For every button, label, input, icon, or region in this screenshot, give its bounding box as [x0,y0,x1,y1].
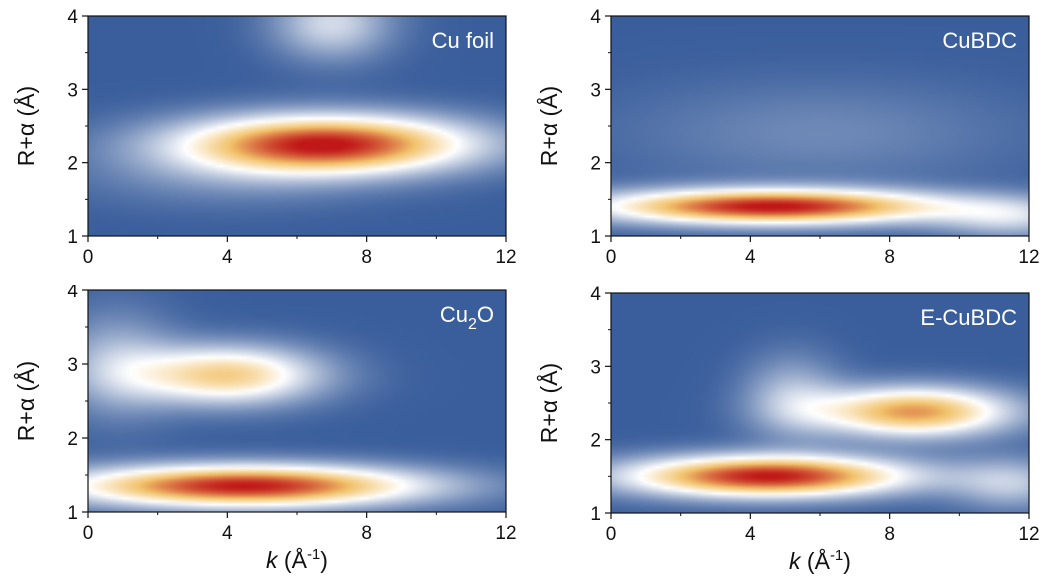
y-tick-label: 1 [590,504,601,525]
y-tick-label: 2 [67,429,78,450]
x-tick-label: 8 [884,524,895,545]
wavelet-intensity-map [88,16,506,236]
y-tick-label: 1 [67,227,78,248]
y-tick-label: 4 [590,285,601,305]
y-axis-title: R+α (Å) [12,361,39,441]
y-tick-label: 4 [67,285,78,302]
y-tick-label: 3 [67,355,78,376]
x-tick-label: 4 [745,524,756,545]
x-axis-title: k (Å-1) [789,547,851,574]
y-tick-label: 4 [590,7,601,28]
wavelet-intensity-map [611,16,1029,236]
panel-label: Cu2O [440,302,494,333]
panel-label: E-CuBDC [920,305,1017,330]
wt-panel-cu2o: 1 2 3 4 0 4 8 12 R+α (Å) k (Å-1) Cu2O [0,285,526,576]
wt-panel-e-cubdc: 1 2 3 4 0 4 8 12 R+α (Å) k (Å-1) E-CuBDC [526,285,1053,576]
y-tick-label: 1 [67,503,78,524]
y-tick-label: 4 [67,7,78,28]
x-tick-label: 12 [1018,247,1039,268]
y-tick-label: 3 [590,357,601,378]
wt-panel-cubdc: 1 2 3 4 0 4 8 12 R+α (Å) CuBDC [526,0,1053,285]
wavelet-intensity-map [611,293,1029,513]
wt-panel-cu-foil: 1 2 3 4 0 4 8 12 R+α (Å) Cu foil [0,0,526,285]
x-tick-label: 12 [495,247,516,268]
x-tick-label: 0 [83,523,94,544]
y-axis-title: R+α (Å) [12,86,39,166]
x-tick-label: 0 [83,247,94,268]
x-tick-label: 0 [606,524,617,545]
y-tick-label: 3 [67,80,78,101]
y-tick-label: 1 [590,227,601,248]
y-tick-label: 2 [590,154,601,175]
panel-label: Cu foil [432,28,494,53]
y-axis-title: R+α (Å) [535,86,562,166]
x-tick-label: 8 [884,247,895,268]
x-tick-label: 4 [222,523,233,544]
x-tick-label: 4 [222,247,233,268]
x-tick-label: 4 [745,247,756,268]
x-tick-label: 8 [361,247,372,268]
x-tick-label: 0 [606,247,617,268]
x-tick-label: 8 [361,523,372,544]
y-tick-label: 2 [67,154,78,175]
x-axis-title: k (Å-1) [266,546,328,573]
y-tick-label: 3 [590,80,601,101]
y-axis-title: R+α (Å) [535,363,562,443]
x-tick-label: 12 [1018,524,1039,545]
x-tick-label: 12 [495,523,516,544]
y-tick-label: 2 [590,431,601,452]
panel-label: CuBDC [942,28,1017,53]
wavelet-intensity-map [88,290,506,512]
